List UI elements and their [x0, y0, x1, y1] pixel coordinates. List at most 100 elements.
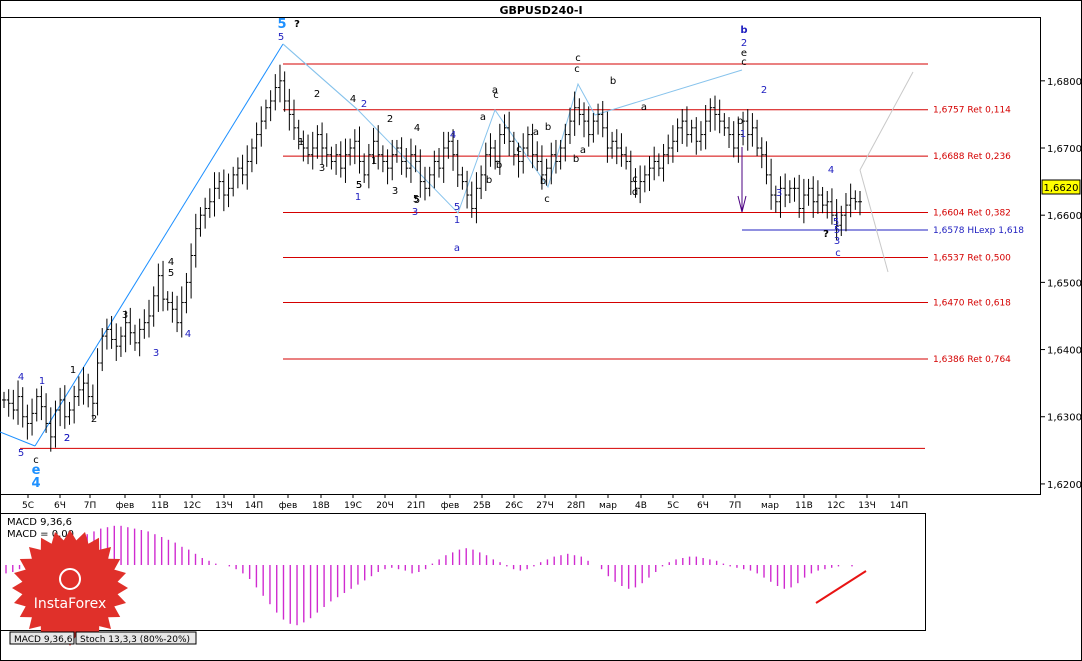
wave-label: a — [454, 243, 460, 254]
wave-label: a — [480, 112, 486, 123]
wave-label: 4 — [18, 372, 24, 383]
wave-label: b — [740, 25, 747, 36]
wave-label: 2 — [761, 85, 767, 96]
x-tick-label: 5С — [22, 501, 34, 511]
wave-label: c — [632, 174, 638, 185]
x-tick-label: 6Ч — [697, 501, 709, 511]
wave-label: e — [32, 463, 41, 478]
x-tick-label: 20Ч — [376, 501, 394, 511]
wave-label: 3 — [122, 310, 128, 321]
macd-divergence-line — [815, 570, 867, 604]
x-tick-label: 14П — [245, 501, 263, 511]
macd-plot-frame — [0, 513, 926, 631]
macd-label: MACD 9,36,6 — [7, 517, 72, 528]
instaforex-logo: InstaForex — [12, 530, 128, 646]
x-tick-label: 19С — [344, 501, 362, 511]
wave-label: d — [632, 187, 638, 198]
y-tick-label: 1,6800 — [1047, 77, 1082, 88]
level-label: 1,6757 Ret 0,114 — [933, 106, 1011, 116]
channel-line — [282, 43, 359, 111]
trend-line — [0, 431, 36, 447]
x-tick-label: фев — [279, 501, 298, 511]
y-tick-label: 1,6700 — [1047, 144, 1082, 155]
wave-label: 1 — [355, 192, 361, 203]
wave-label: 5 — [414, 195, 420, 206]
x-tick-label: мар — [599, 501, 617, 511]
wave-label: 4 — [168, 257, 174, 268]
y-tick-label: 1,6400 — [1047, 346, 1082, 357]
wave-label: 1 — [298, 137, 304, 148]
logo-icon — [59, 568, 81, 590]
wave-label: 2 — [91, 414, 97, 425]
wave-label: b — [610, 76, 616, 87]
x-tick-label: 11В — [151, 501, 169, 511]
tab-macd[interactable] — [9, 631, 75, 645]
y-axis: 1,6800 1,6700 1,6600 1,6500 1,6400 1,6300 1,62… — [1040, 77, 1082, 491]
wave-label: a — [533, 127, 539, 138]
wave-label: 5 — [277, 17, 286, 32]
trend-line — [34, 43, 284, 447]
wave-label: 3 — [412, 207, 418, 218]
chart-title: GBPUSD240-I — [499, 4, 582, 17]
wave-label: c — [835, 248, 841, 259]
wave-label: c — [33, 455, 39, 466]
wave-label: 5 — [356, 180, 362, 191]
y-tick-label: 1,6300 — [1047, 413, 1082, 424]
x-axis: 5С 6Ч 7П фев 11В 12С 13Ч 14П фев 18В 19С 20Ч 21П фев 2… — [22, 494, 908, 511]
current-price-box: 1,6620 — [1041, 179, 1081, 195]
x-tick-label: 14П — [890, 501, 908, 511]
wave-label: 5 — [18, 448, 24, 459]
x-tick-label: 6Ч — [54, 501, 66, 511]
x-tick-label: 7П — [84, 501, 97, 511]
wave-label: 3 — [392, 186, 398, 197]
wave-arrow-head — [737, 195, 747, 213]
logo-text: InstaForex — [34, 596, 107, 612]
x-tick-label: фев — [116, 501, 135, 511]
x-tick-label: мар — [761, 501, 779, 511]
wave-label: 2 — [741, 38, 747, 49]
candles — [2, 64, 862, 452]
wave-label: c — [544, 194, 550, 205]
wave-label: a — [580, 145, 586, 156]
x-tick-label: 27Ч — [536, 501, 554, 511]
level-label: 1,6386 Ret 0,764 — [933, 355, 1011, 365]
level-lines: 1,6757 Ret 0,114 1,6688 Ret 0,236 1,6604 R… — [20, 63, 1024, 449]
wave-label: 1 — [371, 156, 377, 167]
tab-stoch[interactable] — [75, 631, 197, 645]
wave-label: 2 — [314, 89, 320, 100]
wave-label: 1 — [454, 215, 460, 226]
x-tick-label: 12С — [827, 501, 845, 511]
wave-lines — [0, 43, 914, 447]
wave-label: b — [496, 160, 502, 171]
wave-label: 3 — [319, 163, 325, 174]
level-label: 1,6688 Ret 0,236 — [933, 152, 1011, 162]
wave-label: b — [573, 154, 579, 165]
level-label: 1,6470 Ret 0,618 — [933, 299, 1011, 309]
wave-label: 2 — [64, 433, 70, 444]
tab-stoch-label: Stoch 13,3,3 (80%-20%) — [80, 635, 190, 645]
level-label: 1,6537 Ret 0,500 — [933, 254, 1011, 264]
wave-label: ? — [823, 229, 829, 240]
tab-macd-label: MACD 9,36,6 — [14, 635, 73, 645]
wave-label: 5 — [413, 194, 419, 205]
wave-label: 5 — [356, 180, 362, 191]
macd-histogram — [5, 525, 867, 626]
wave-label: 4 — [450, 130, 456, 141]
current-price-bg — [1041, 179, 1081, 195]
wave-label: 5 — [168, 268, 174, 279]
wave-label: b — [545, 122, 551, 133]
wave-label: 2 — [361, 99, 367, 110]
wave-label: 4 — [350, 94, 356, 105]
x-tick-label: 7П — [729, 501, 742, 511]
wave-label: 5 — [454, 202, 460, 213]
wave-label: 1 — [740, 129, 746, 140]
wave-label: 5 — [278, 32, 284, 43]
x-tick-label: 28П — [567, 501, 585, 511]
wave-label: 3 — [153, 348, 159, 359]
wave-label: 4 — [31, 476, 40, 491]
wave-label: c — [575, 53, 581, 64]
wave-label: 4 — [414, 123, 420, 134]
wave-label: a — [641, 102, 647, 113]
x-tick-label: 13Ч — [215, 501, 233, 511]
